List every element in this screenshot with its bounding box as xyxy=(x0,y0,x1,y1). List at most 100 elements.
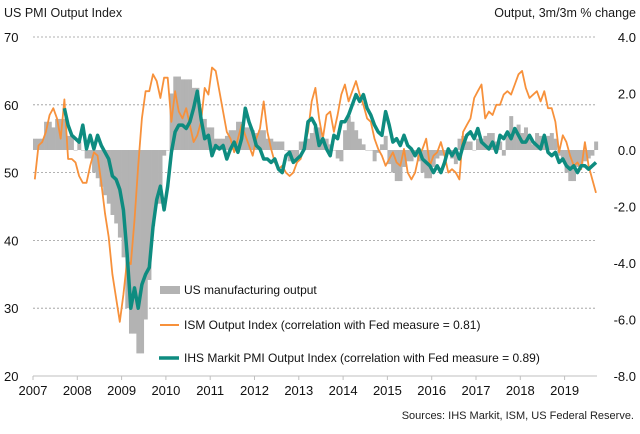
x-tick-label: 2018 xyxy=(506,383,535,398)
bar xyxy=(457,138,462,150)
bar xyxy=(95,150,100,179)
bar xyxy=(354,130,359,150)
bar xyxy=(383,135,388,150)
y-left-tick-label: 20 xyxy=(4,369,18,384)
bar xyxy=(549,133,554,150)
bar xyxy=(546,135,551,150)
bar xyxy=(103,150,108,196)
bar xyxy=(505,133,510,150)
bar xyxy=(247,127,252,150)
bar xyxy=(409,150,414,162)
bar xyxy=(184,79,189,150)
bar xyxy=(280,141,285,150)
bar xyxy=(154,150,159,204)
bar xyxy=(258,130,263,150)
bar xyxy=(295,150,300,159)
bar xyxy=(590,150,595,156)
bar xyxy=(343,130,348,150)
bar xyxy=(527,135,532,150)
bar xyxy=(509,116,514,150)
bar xyxy=(402,150,407,167)
bar xyxy=(147,150,152,280)
bar xyxy=(564,150,569,173)
bar xyxy=(110,150,115,215)
bar xyxy=(80,150,85,151)
bar xyxy=(394,150,399,182)
right-axis-title: Output, 3m/3m % change xyxy=(494,6,636,20)
bar xyxy=(472,150,477,151)
bar xyxy=(332,150,337,151)
line-ihs-markit-pmi-output-index xyxy=(62,89,598,310)
bar xyxy=(106,150,111,204)
y-left-tick-label: 50 xyxy=(4,166,18,181)
x-tick-label: 2019 xyxy=(550,383,579,398)
x-tick-label: 2010 xyxy=(151,383,180,398)
bar xyxy=(69,135,74,150)
bar xyxy=(365,150,370,151)
bar xyxy=(114,150,119,224)
bar xyxy=(55,118,60,150)
bar xyxy=(162,150,167,156)
bar xyxy=(243,127,248,150)
y-right-tick-label: -4.0 xyxy=(614,256,636,271)
bar xyxy=(143,150,148,320)
bar xyxy=(51,127,56,150)
bar xyxy=(306,138,311,150)
bar xyxy=(173,76,178,150)
bar xyxy=(583,150,588,162)
x-tick-label: 2007 xyxy=(19,383,48,398)
bar xyxy=(453,150,458,165)
bar xyxy=(210,127,215,150)
bar xyxy=(265,138,270,150)
legend-swatch-bars xyxy=(160,286,180,294)
y-right-tick-label: -8.0 xyxy=(614,369,636,384)
bar xyxy=(40,138,45,150)
bar xyxy=(431,150,436,167)
bar xyxy=(66,135,71,150)
bar xyxy=(313,127,318,150)
bar xyxy=(560,150,565,162)
bar xyxy=(217,138,222,150)
bar xyxy=(586,150,591,159)
x-tick-label: 2009 xyxy=(107,383,136,398)
bar xyxy=(191,87,196,150)
bar xyxy=(276,141,281,150)
bar xyxy=(132,150,137,334)
bar xyxy=(298,141,303,150)
bar xyxy=(380,144,385,150)
bar xyxy=(439,150,444,156)
chart-title: US PMI Output Index xyxy=(4,6,123,20)
y-left-tick-label: 30 xyxy=(4,301,18,316)
y-left-tick-label: 70 xyxy=(4,30,18,45)
bar xyxy=(284,150,289,151)
bar xyxy=(250,130,255,150)
x-tick-label: 2016 xyxy=(417,383,446,398)
x-tick-label: 2014 xyxy=(329,383,358,398)
bar xyxy=(498,141,503,150)
bar xyxy=(442,150,447,156)
bar xyxy=(128,150,133,334)
bar xyxy=(368,150,373,151)
legend-label-ism: ISM Output Index (correlation with Fed m… xyxy=(184,318,480,332)
bar xyxy=(464,141,469,150)
bar xyxy=(272,141,277,150)
bar xyxy=(346,116,351,150)
bar xyxy=(579,150,584,167)
bar xyxy=(99,150,104,187)
bar xyxy=(435,150,440,159)
bar xyxy=(165,150,170,151)
x-tick-label: 2015 xyxy=(373,383,402,398)
x-tick-label: 2008 xyxy=(63,383,92,398)
bar xyxy=(195,87,200,150)
bar xyxy=(339,150,344,162)
bar xyxy=(158,150,163,204)
y-right-tick-label: 0.0 xyxy=(618,143,636,158)
bar xyxy=(224,135,229,150)
bar xyxy=(125,150,130,309)
y-right-tick-label: -6.0 xyxy=(614,313,636,328)
bar xyxy=(372,150,377,162)
bar xyxy=(269,138,274,150)
bar xyxy=(594,141,599,150)
bar xyxy=(361,144,366,150)
